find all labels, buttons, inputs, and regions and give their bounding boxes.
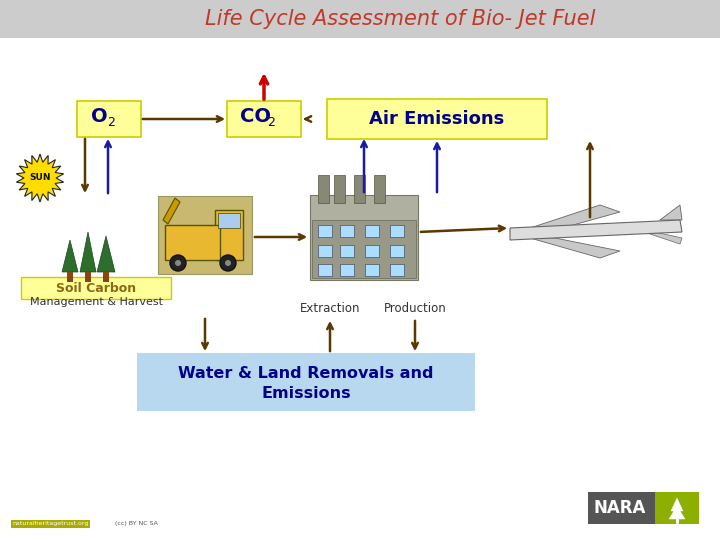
Text: 2: 2 [267, 117, 275, 130]
FancyBboxPatch shape [218, 213, 240, 228]
FancyBboxPatch shape [365, 225, 379, 237]
FancyBboxPatch shape [327, 99, 547, 139]
Text: Emissions: Emissions [261, 387, 351, 402]
FancyBboxPatch shape [310, 195, 418, 280]
FancyBboxPatch shape [227, 101, 301, 137]
Polygon shape [103, 272, 109, 282]
FancyBboxPatch shape [318, 264, 332, 276]
Polygon shape [97, 236, 115, 272]
FancyBboxPatch shape [165, 225, 220, 260]
Circle shape [220, 255, 236, 271]
Text: Air Emissions: Air Emissions [369, 110, 505, 128]
FancyBboxPatch shape [340, 264, 354, 276]
Polygon shape [669, 506, 685, 519]
FancyBboxPatch shape [365, 264, 379, 276]
FancyBboxPatch shape [318, 245, 332, 257]
FancyBboxPatch shape [588, 492, 676, 524]
Text: Life Cycle Assessment of Bio- Jet Fuel: Life Cycle Assessment of Bio- Jet Fuel [204, 9, 595, 29]
Polygon shape [62, 240, 78, 272]
FancyBboxPatch shape [374, 175, 385, 203]
FancyBboxPatch shape [340, 225, 354, 237]
Polygon shape [530, 205, 620, 230]
Polygon shape [80, 232, 96, 272]
FancyBboxPatch shape [137, 353, 475, 411]
FancyBboxPatch shape [655, 492, 699, 524]
FancyBboxPatch shape [77, 101, 141, 137]
FancyBboxPatch shape [318, 225, 332, 237]
Text: naturalheritagetrust.org: naturalheritagetrust.org [12, 522, 89, 526]
Text: Water & Land Removals and: Water & Land Removals and [179, 367, 433, 381]
FancyBboxPatch shape [354, 175, 365, 203]
Polygon shape [67, 272, 73, 282]
FancyBboxPatch shape [158, 196, 252, 274]
Polygon shape [671, 498, 683, 511]
Circle shape [225, 260, 231, 266]
Polygon shape [510, 220, 682, 240]
Text: Extraction: Extraction [300, 301, 360, 314]
Polygon shape [85, 272, 91, 282]
Text: Management & Harvest: Management & Harvest [30, 297, 163, 307]
FancyBboxPatch shape [312, 220, 416, 278]
FancyBboxPatch shape [390, 264, 404, 276]
FancyBboxPatch shape [0, 0, 720, 38]
FancyBboxPatch shape [390, 225, 404, 237]
Text: 2: 2 [107, 117, 115, 130]
Polygon shape [17, 154, 63, 202]
FancyBboxPatch shape [318, 175, 329, 203]
Text: Production: Production [384, 301, 446, 314]
Circle shape [175, 260, 181, 266]
Polygon shape [163, 198, 180, 224]
Polygon shape [650, 232, 682, 244]
FancyBboxPatch shape [215, 210, 243, 260]
Polygon shape [660, 205, 682, 220]
Text: SUN: SUN [30, 173, 50, 183]
FancyBboxPatch shape [334, 175, 345, 203]
FancyBboxPatch shape [21, 277, 171, 299]
Text: CO: CO [240, 106, 271, 125]
Text: (cc) BY NC SA: (cc) BY NC SA [115, 522, 158, 526]
Text: NARA: NARA [594, 499, 646, 517]
FancyBboxPatch shape [365, 245, 379, 257]
Circle shape [170, 255, 186, 271]
FancyBboxPatch shape [340, 245, 354, 257]
Text: O: O [91, 106, 107, 125]
Polygon shape [530, 238, 620, 258]
Text: Soil Carbon: Soil Carbon [56, 281, 136, 294]
FancyBboxPatch shape [390, 245, 404, 257]
